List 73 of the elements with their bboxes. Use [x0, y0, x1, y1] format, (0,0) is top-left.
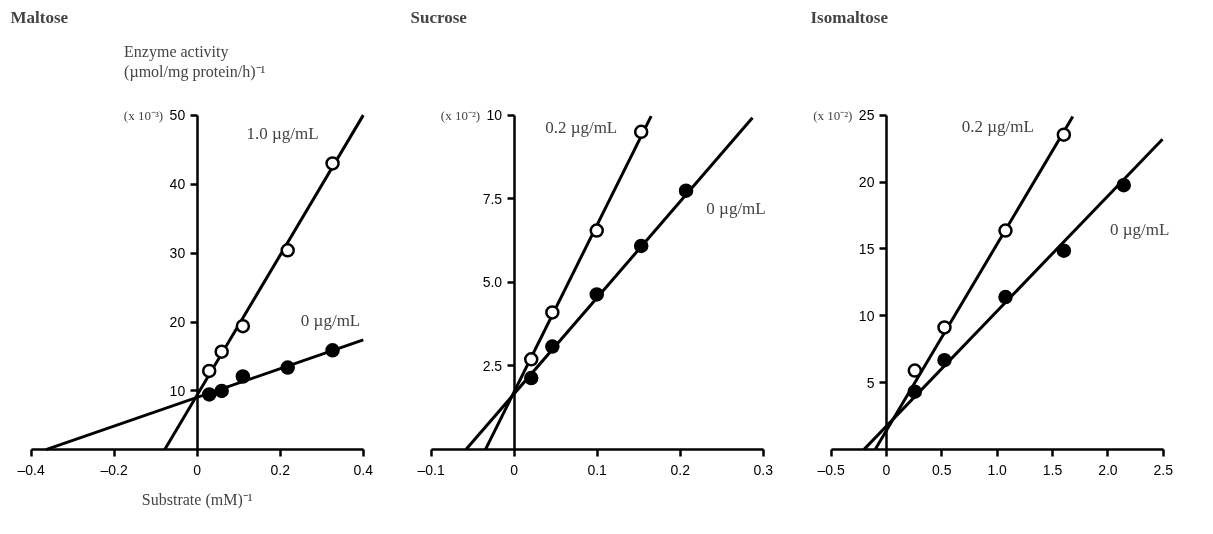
point: [280, 243, 295, 258]
y-tick-label: 25: [858, 107, 875, 124]
x-tick-label: 0.5: [932, 461, 952, 478]
x-tick-label: 0.2: [270, 461, 291, 478]
point: [1056, 243, 1072, 258]
point: [523, 370, 539, 386]
x-tick-label: 2.5: [1153, 461, 1174, 478]
y-tick-label: 7.5: [482, 190, 503, 207]
point: [1116, 177, 1131, 193]
x-tick-label: 0.3: [753, 461, 774, 478]
point: [678, 183, 694, 198]
y-axis-title: Enzyme activity (µmol/mg protein/h)⁻¹: [124, 42, 266, 82]
point: [325, 156, 340, 171]
point: [201, 363, 217, 379]
x-tick-label: 0: [510, 461, 519, 478]
x-tick-label: 1.5: [1042, 461, 1063, 478]
point: [1056, 127, 1072, 142]
point: [633, 238, 649, 254]
series-label: 0 µg/mL: [706, 199, 766, 219]
x-tick-label: 0.4: [353, 461, 374, 478]
point: [589, 223, 605, 238]
y-tick-label: 50: [169, 107, 186, 124]
y-tick-label: 15: [858, 240, 875, 257]
y-tick-label: 30: [169, 245, 186, 262]
x-tick-label: 0: [882, 461, 891, 478]
x-tick-label: 0: [193, 461, 202, 478]
point: [907, 384, 923, 399]
y-tick-label: 2.5: [482, 357, 503, 374]
x-tick-label: 2.0: [1098, 461, 1118, 478]
point: [235, 369, 251, 384]
series-label: 0.2 µg/mL: [545, 118, 618, 138]
y-tick-label: 20: [858, 174, 875, 191]
y-tick-label: 20: [169, 314, 186, 331]
point: [589, 287, 605, 302]
point: [633, 124, 649, 140]
point: [937, 320, 952, 335]
x-tick-label: –0.1: [417, 461, 445, 478]
point: [280, 360, 295, 375]
chart-title: Isomaltose: [810, 7, 889, 27]
point: [937, 352, 952, 368]
x-tick-label: –0.5: [817, 461, 845, 478]
point: [214, 344, 229, 359]
point: [907, 363, 923, 378]
y-tick-label: 10: [486, 107, 503, 124]
point: [998, 289, 1013, 305]
series-label: 0.2 µg/mL: [961, 117, 1034, 137]
y-tick-label: 10: [169, 382, 186, 399]
point: [545, 305, 560, 320]
annotation: (x 10⁻²): [440, 107, 481, 123]
x-tick-label: 0.2: [670, 461, 691, 478]
chart-title: Sucrose: [410, 7, 468, 27]
annotation: (x 10⁻²): [813, 107, 853, 123]
x-tick-label: 0.1: [587, 461, 608, 478]
point: [545, 339, 560, 354]
point: [214, 383, 229, 399]
series-label: 1.0 µg/mL: [246, 123, 319, 143]
y-tick-label: 10: [858, 307, 875, 324]
x-tick-label: 1.0: [987, 461, 1008, 478]
point: [235, 318, 251, 334]
x-axis-title: Substrate (mM)⁻¹: [141, 491, 253, 510]
y-tick-label: 5: [866, 374, 875, 391]
point: [523, 352, 539, 367]
x-tick-label: –0.2: [100, 461, 128, 478]
point: [201, 387, 217, 402]
point: [998, 223, 1013, 238]
chart-title: Maltose: [10, 7, 69, 27]
series-label: 0 µg/mL: [1110, 219, 1170, 239]
y-tick-label: 5.0: [482, 274, 503, 291]
point: [325, 343, 340, 358]
x-tick-label: –0.4: [17, 461, 45, 478]
annotation: (x 10⁻³): [123, 107, 164, 123]
series-label: 0 µg/mL: [300, 310, 361, 330]
y-tick-label: 40: [169, 176, 186, 193]
